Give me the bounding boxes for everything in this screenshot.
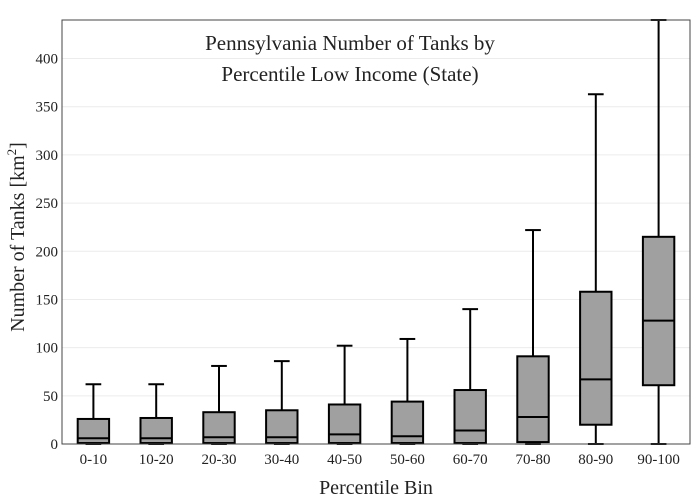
iqr-box xyxy=(139,416,173,445)
x-tick-label: 70-80 xyxy=(516,452,551,468)
iqr-box xyxy=(516,355,550,444)
x-tick-label: 0-10 xyxy=(80,452,108,468)
y-tick-label: 150 xyxy=(36,292,59,308)
iqr-box xyxy=(202,411,236,445)
box-40-50 xyxy=(327,344,362,445)
y-axis-title-superscript: 2 xyxy=(4,149,19,156)
x-tick-label: 90-100 xyxy=(637,452,680,468)
box-20-30 xyxy=(202,364,236,445)
iqr-box xyxy=(327,403,362,445)
box-80-90 xyxy=(579,93,613,445)
y-tick-label: 250 xyxy=(36,196,59,212)
y-tick-label: 50 xyxy=(43,389,58,405)
y-tick-label: 0 xyxy=(51,437,59,453)
y-tick-label: 100 xyxy=(36,341,59,357)
y-tick-labels: 0 50 100 150 200 250 300 350 400 xyxy=(36,52,59,453)
x-tick-label: 40-50 xyxy=(327,452,362,468)
x-tick-label: 80-90 xyxy=(578,452,613,468)
iqr-box xyxy=(641,235,676,387)
x-tick-label: 20-30 xyxy=(202,452,237,468)
chart-title-line-2: Percentile Low Income (State) xyxy=(221,62,478,86)
box-10-20 xyxy=(139,383,173,445)
y-axis-title: Number of Tanks [km2] xyxy=(4,142,29,332)
x-tick-label: 10-20 xyxy=(139,452,174,468)
x-tick-label: 50-60 xyxy=(390,452,425,468)
grid-layer xyxy=(62,58,690,397)
y-tick-label: 300 xyxy=(36,148,59,164)
plot-frame xyxy=(61,19,691,445)
y-axis-title-main: Number of Tanks [km xyxy=(7,155,29,332)
box-70-80 xyxy=(516,229,550,445)
box-90-100 xyxy=(641,19,676,445)
y-tick-label: 400 xyxy=(36,52,59,68)
iqr-box xyxy=(76,417,111,445)
x-tick-label: 30-40 xyxy=(264,452,299,468)
box-50-60 xyxy=(390,337,425,445)
x-tick-label: 60-70 xyxy=(453,452,488,468)
iqr-box xyxy=(579,290,613,426)
x-tick-labels: 0-10 10-20 20-30 30-40 40-50 50-60 60-70 70-80 8… xyxy=(80,452,680,468)
box-0-10 xyxy=(76,383,111,445)
chart-title-line-1: Pennsylvania Number of Tanks by xyxy=(205,31,495,55)
box-30-40 xyxy=(265,360,299,445)
y-axis-title-end: ] xyxy=(7,142,29,149)
y-tick-label: 350 xyxy=(36,100,59,116)
x-axis-title: Percentile Bin xyxy=(319,477,433,499)
box-layer xyxy=(76,19,676,445)
iqr-box xyxy=(453,389,487,445)
box-60-70 xyxy=(453,308,487,445)
y-tick-label: 200 xyxy=(36,244,59,260)
